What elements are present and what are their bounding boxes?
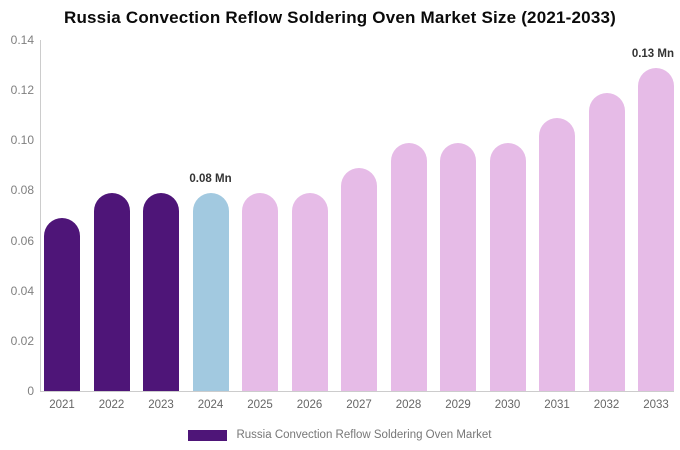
bar-2029[interactable] (440, 142, 476, 391)
bar-2028[interactable] (390, 142, 427, 391)
bar-2022[interactable] (93, 192, 130, 391)
x-tick-label: 2030 (494, 399, 521, 411)
x-tick-label: 2023 (148, 399, 174, 411)
x-tick-label: 2025 (247, 399, 273, 411)
y-tick-label: 0.06 (10, 233, 34, 248)
x-tick-label: 2022 (98, 399, 125, 411)
x-tick-label: 2026 (296, 399, 323, 411)
data-label-2024: 0.08 Mn (189, 172, 232, 185)
y-tick-label: 0.12 (10, 83, 34, 98)
x-tick-label: 2033 (643, 399, 669, 411)
x-tick-label: 2027 (346, 399, 372, 411)
x-tick-label: 2032 (593, 399, 620, 411)
chart-title: Russia Convection Reflow Soldering Oven … (63, 8, 617, 27)
bar-2027[interactable] (341, 167, 377, 391)
y-tick-label: 0.08 (10, 183, 34, 198)
y-tick-label: 0.14 (10, 33, 34, 47)
bar-2023[interactable] (143, 192, 179, 391)
y-tick-label: 0.10 (10, 133, 34, 148)
bar-2032[interactable] (588, 92, 625, 391)
x-axis-line (40, 391, 674, 392)
x-tick-label: 2031 (544, 399, 570, 411)
legend[interactable]: Russia Convection Reflow Soldering Oven … (0, 426, 680, 444)
data-label-2033: 0.13 Mn (631, 47, 674, 60)
y-tick-label: 0 (27, 384, 34, 398)
x-tick-label: 2021 (49, 399, 75, 411)
bar-2024[interactable] (192, 192, 229, 391)
bar-2033[interactable] (638, 67, 674, 391)
x-tick-label: 2029 (445, 399, 471, 411)
y-axis-line (40, 40, 41, 391)
y-tick-label: 0.04 (10, 283, 34, 298)
bar-2021[interactable] (44, 218, 80, 391)
x-tick-label: 2028 (395, 399, 422, 411)
legend-swatch-icon (188, 429, 228, 441)
y-tick-label: 0.02 (10, 333, 34, 348)
bar-2026[interactable] (291, 192, 328, 391)
bar-2025[interactable] (242, 192, 278, 391)
bar-2031[interactable] (539, 117, 575, 391)
legend-label: Russia Convection Reflow Soldering Oven … (236, 429, 492, 441)
bar-2030[interactable] (489, 142, 526, 391)
x-tick-label: 2024 (197, 399, 224, 411)
